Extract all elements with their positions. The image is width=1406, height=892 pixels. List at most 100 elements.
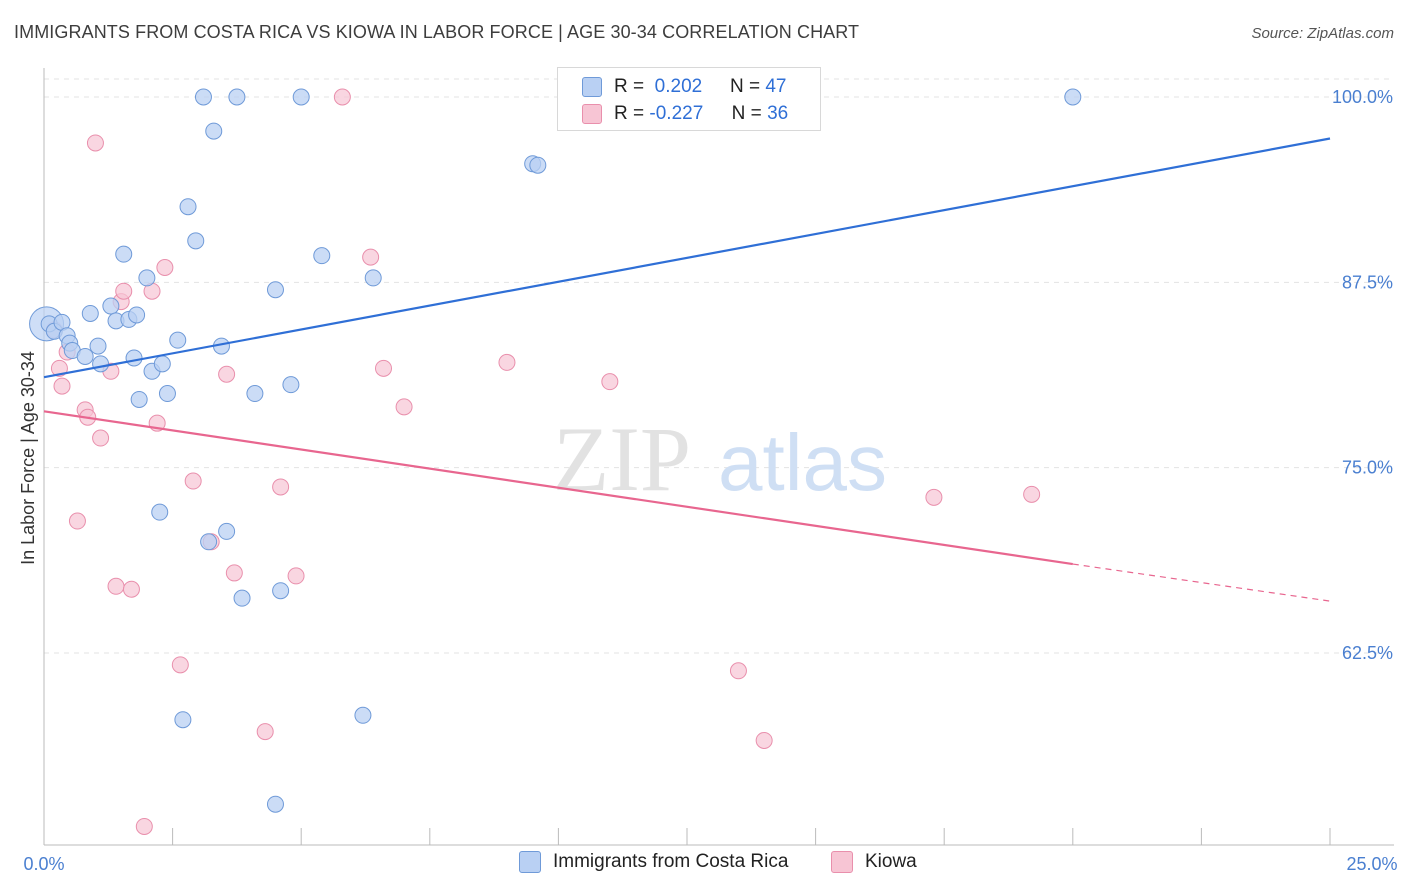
costa-rica-point xyxy=(151,503,169,521)
costa-rica-point xyxy=(115,245,133,263)
legend-r-value: -0.227 xyxy=(649,103,704,124)
costa-rica-point xyxy=(81,304,99,322)
legend-n-value: 36 xyxy=(767,103,789,124)
legend-r-label: R = xyxy=(614,76,645,97)
costa-rica-point xyxy=(266,281,284,299)
source-label: Source: ZipAtlas.com xyxy=(1251,25,1394,42)
kiowa-point xyxy=(184,472,202,490)
costa-rica-point xyxy=(130,390,148,408)
costa-rica-point xyxy=(89,337,107,355)
costa-rica-point xyxy=(187,232,205,250)
kiowa-point xyxy=(333,88,351,106)
kiowa-point xyxy=(225,564,243,582)
kiowa-point xyxy=(755,731,773,749)
bottom-legend-label: Immigrants from Costa Rica xyxy=(553,851,789,872)
legend-n-value: 47 xyxy=(765,76,787,97)
axes xyxy=(43,68,1394,846)
kiowa-trend-extension xyxy=(1072,563,1331,602)
costa-rica-point xyxy=(364,269,382,287)
costa-rica-point xyxy=(218,522,236,540)
kiowa-point xyxy=(115,282,133,300)
costa-rica-point xyxy=(179,198,197,216)
costa-rica-point xyxy=(169,331,187,349)
costa-rica-point xyxy=(529,156,547,174)
costa-rica-point xyxy=(194,88,212,106)
y-tick-labels: 62.5% 75.0% 87.5% 100.0% xyxy=(1332,87,1393,663)
costa-rica-point xyxy=(282,376,300,394)
costa-rica-point xyxy=(205,122,223,140)
kiowa-point xyxy=(122,580,140,598)
costa-rica-point xyxy=(158,385,176,403)
costa-rica-point xyxy=(1064,88,1082,106)
costa-rica-point xyxy=(272,582,290,600)
watermark: ZIP atlas xyxy=(553,408,887,510)
bottom-legend-costa-rica: Immigrants from Costa Rica xyxy=(519,851,788,873)
y-tick-label: 62.5% xyxy=(1342,643,1393,663)
kiowa-point xyxy=(50,359,68,377)
kiowa-point xyxy=(287,567,305,585)
costa-rica-point xyxy=(228,88,246,106)
costa-rica-point xyxy=(92,355,110,373)
costa-rica-point xyxy=(102,297,120,315)
costa-rica-trend-line xyxy=(43,137,1331,379)
costa-rica-point xyxy=(128,306,146,324)
y-axis-label: In Labor Force | Age 30-34 xyxy=(18,351,38,565)
costa-rica-point xyxy=(233,589,251,607)
bottom-legend-label: Kiowa xyxy=(865,851,917,872)
costa-rica-point xyxy=(153,355,171,373)
trend-lines xyxy=(43,137,1331,602)
kiowa-point xyxy=(1023,485,1041,503)
bottom-legend-swatch-pink xyxy=(831,851,853,873)
chart-title: IMMIGRANTS FROM COSTA RICA VS KIOWA IN L… xyxy=(14,22,860,42)
legend-n-label: N = xyxy=(729,76,761,97)
costa-rica-point xyxy=(313,247,331,265)
costa-rica-point xyxy=(200,533,218,551)
y-tick-label: 87.5% xyxy=(1342,272,1393,292)
kiowa-point xyxy=(498,353,516,371)
correlation-legend: R = 0.202 N = 47 R = -0.227 N = 36 xyxy=(557,67,821,131)
x-tick-label: 25.0% xyxy=(1346,854,1397,874)
costa-rica-point xyxy=(266,795,284,813)
legend-swatch-pink xyxy=(582,104,602,124)
kiowa-point xyxy=(68,512,86,530)
kiowa-point xyxy=(272,478,290,496)
kiowa-point xyxy=(601,373,619,391)
kiowa-point xyxy=(156,259,174,277)
costa-rica-point xyxy=(354,706,372,724)
watermark-zip: ZIP xyxy=(553,408,691,510)
kiowa-point xyxy=(362,248,380,266)
x-tick-label: 0.0% xyxy=(23,854,64,874)
y-tick-label: 75.0% xyxy=(1342,458,1393,478)
watermark-atlas: atlas xyxy=(718,418,887,507)
kiowa-point xyxy=(135,817,153,835)
kiowa-point xyxy=(171,656,189,674)
kiowa-point xyxy=(218,365,236,383)
kiowa-point xyxy=(375,359,393,377)
kiowa-point xyxy=(53,377,71,395)
kiowa-point xyxy=(256,723,274,741)
kiowa-point xyxy=(729,662,747,680)
costa-rica-point xyxy=(292,88,310,106)
kiowa-point xyxy=(925,488,943,506)
costa-rica-points xyxy=(29,88,1082,813)
bottom-legend-swatch-blue xyxy=(519,851,541,873)
kiowa-point xyxy=(86,134,104,152)
kiowa-point xyxy=(395,398,413,416)
legend-swatch-blue xyxy=(582,77,602,97)
legend-r-label: R = xyxy=(614,103,645,124)
costa-rica-point xyxy=(138,269,156,287)
costa-rica-point xyxy=(246,385,264,403)
x-tick-labels: 0.0% 25.0% xyxy=(23,854,1397,874)
kiowa-point xyxy=(107,577,125,595)
kiowa-trend-line xyxy=(43,410,1073,566)
y-tick-label: 100.0% xyxy=(1332,87,1393,107)
costa-rica-point xyxy=(174,711,192,729)
costa-rica-point xyxy=(76,347,94,365)
legend-n-label: N = xyxy=(731,103,762,124)
bottom-legend-kiowa: Kiowa xyxy=(831,851,917,873)
kiowa-point xyxy=(92,429,110,447)
legend-r-value: 0.202 xyxy=(654,76,703,97)
legend-row-kiowa: R = -0.227 N = 36 xyxy=(582,103,788,125)
costa-rica-point xyxy=(125,349,143,367)
